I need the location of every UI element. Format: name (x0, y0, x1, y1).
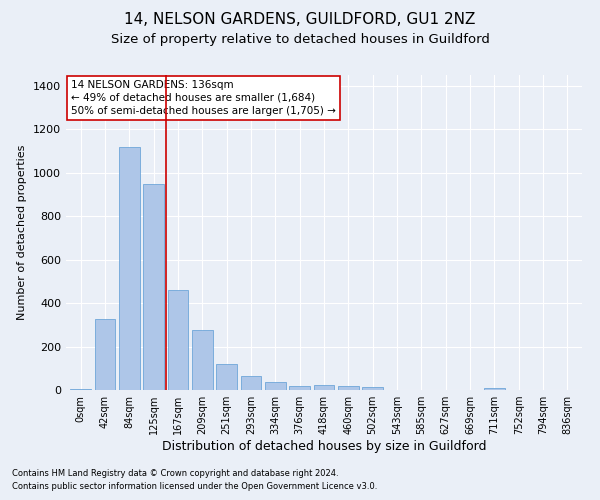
Bar (95, 320, 115, 390)
Bar (167, 290, 188, 390)
Bar (216, 364, 237, 390)
Y-axis label: Number of detached properties: Number of detached properties (17, 145, 28, 320)
Bar (338, 386, 359, 390)
Bar (70, 389, 91, 390)
Bar (484, 388, 505, 390)
Bar (362, 387, 383, 390)
Text: 14, NELSON GARDENS, GUILDFORD, GU1 2NZ: 14, NELSON GARDENS, GUILDFORD, GU1 2NZ (124, 12, 476, 28)
Text: Contains HM Land Registry data © Crown copyright and database right 2024.: Contains HM Land Registry data © Crown c… (12, 468, 338, 477)
Bar (119, 146, 140, 390)
Text: 14 NELSON GARDENS: 136sqm
← 49% of detached houses are smaller (1,684)
50% of se: 14 NELSON GARDENS: 136sqm ← 49% of detac… (71, 80, 336, 116)
Bar (143, 184, 164, 390)
Bar (241, 376, 262, 390)
Bar (192, 330, 212, 390)
Bar (289, 386, 310, 390)
Text: Contains public sector information licensed under the Open Government Licence v3: Contains public sector information licen… (12, 482, 377, 491)
Text: Size of property relative to detached houses in Guildford: Size of property relative to detached ho… (110, 32, 490, 46)
X-axis label: Distribution of detached houses by size in Guildford: Distribution of detached houses by size … (162, 440, 486, 453)
Bar (265, 382, 286, 390)
Bar (314, 385, 334, 390)
